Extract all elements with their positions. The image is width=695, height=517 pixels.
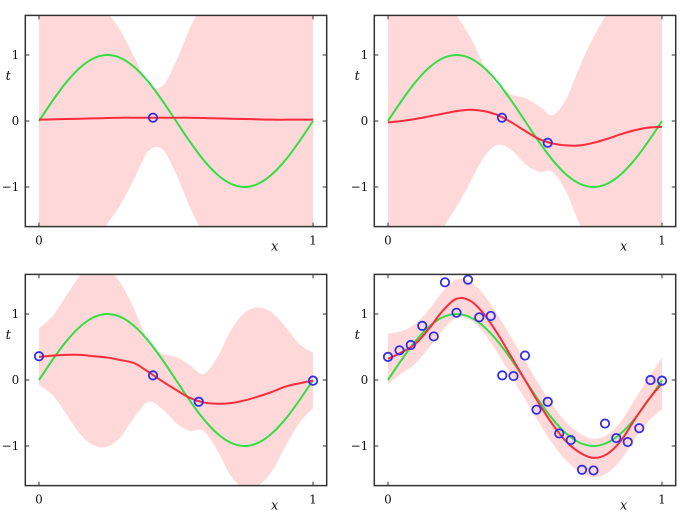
data-point: [634, 423, 645, 434]
true-function-line: [38, 53, 314, 189]
data-point: [382, 351, 394, 362]
x-tick-label: 1: [309, 234, 317, 248]
y-axis-label: t: [355, 69, 361, 84]
y-tick-label: 1: [361, 307, 369, 321]
data-point: [554, 428, 565, 439]
plot-area: [38, 15, 314, 227]
data-point: [451, 307, 462, 318]
predictive-std-band: [388, 278, 662, 478]
y-tick-label: 1: [361, 48, 369, 62]
data-point: [531, 404, 542, 415]
true-function-line: [387, 53, 663, 189]
x-axis-label: x: [271, 499, 279, 514]
data-point: [542, 137, 553, 148]
data-point: [611, 432, 622, 444]
y-tick-label: −1: [2, 439, 20, 453]
x-tick-label: 1: [658, 234, 666, 248]
y-tick-label: 0: [12, 114, 20, 128]
data-point: [394, 345, 405, 356]
x-axis-label: x: [620, 240, 628, 255]
data-point: [508, 370, 519, 382]
data-point: [576, 464, 588, 475]
y-axis-label: t: [6, 328, 12, 343]
data-point: [462, 274, 474, 285]
y-axis-label: t: [355, 328, 361, 343]
data-point: [565, 434, 576, 446]
data-point: [599, 418, 611, 429]
x-tick-label: 0: [384, 234, 392, 248]
predictive-mean-line: [38, 116, 313, 121]
predictive-mean-line: [38, 353, 314, 405]
data-point: [405, 339, 416, 351]
predictive-std-band: [39, 274, 313, 486]
y-tick-label: −1: [2, 180, 20, 194]
data-point: [645, 374, 656, 386]
data-point: [474, 312, 485, 323]
x-axis-label: x: [271, 240, 279, 255]
plot-area: [38, 274, 314, 486]
data-point: [417, 320, 428, 331]
x-tick-label: 0: [35, 234, 43, 248]
data-point: [485, 310, 496, 322]
data-point: [307, 375, 319, 386]
y-tick-label: −1: [351, 439, 369, 453]
panel-4: −1 0 1 0 1 x t: [351, 273, 677, 514]
x-tick-label: 1: [309, 493, 317, 507]
plot-area: [387, 278, 663, 478]
panel-2: −1 0 1 0 1 x t: [351, 14, 677, 255]
data-point: [147, 370, 159, 381]
data-point: [588, 465, 599, 476]
y-tick-label: −1: [351, 180, 369, 194]
predictive-mean-line: [387, 297, 663, 459]
y-tick-label: 1: [12, 48, 20, 62]
y-tick-label: 0: [361, 373, 369, 387]
data-point: [622, 436, 633, 448]
y-tick-label: 0: [12, 373, 20, 387]
data-point: [656, 375, 668, 386]
true-function-line: [38, 312, 314, 448]
plot-area: [387, 15, 663, 227]
x-tick-label: 0: [384, 493, 392, 507]
y-axis-label: t: [6, 69, 12, 84]
x-tick-label: 1: [658, 493, 666, 507]
panel-1: −1 0 1 0 1 x t: [2, 14, 328, 255]
data-point: [497, 370, 508, 381]
data-point: [147, 112, 159, 123]
x-tick-label: 0: [35, 493, 43, 507]
data-point: [542, 396, 553, 407]
predictive-std-band: [388, 15, 662, 227]
panel-3: −1 0 1 0 1 x t: [2, 273, 328, 514]
predictive-std-band: [39, 15, 313, 227]
predictive-mean-line: [387, 108, 663, 147]
data-point: [519, 350, 531, 361]
data-point: [439, 277, 451, 288]
data-point: [428, 331, 439, 342]
y-tick-label: 0: [361, 114, 369, 128]
data-point: [33, 351, 45, 362]
data-point: [193, 396, 204, 407]
y-tick-label: 1: [12, 307, 20, 321]
x-axis-label: x: [620, 499, 628, 514]
data-point: [496, 112, 508, 123]
